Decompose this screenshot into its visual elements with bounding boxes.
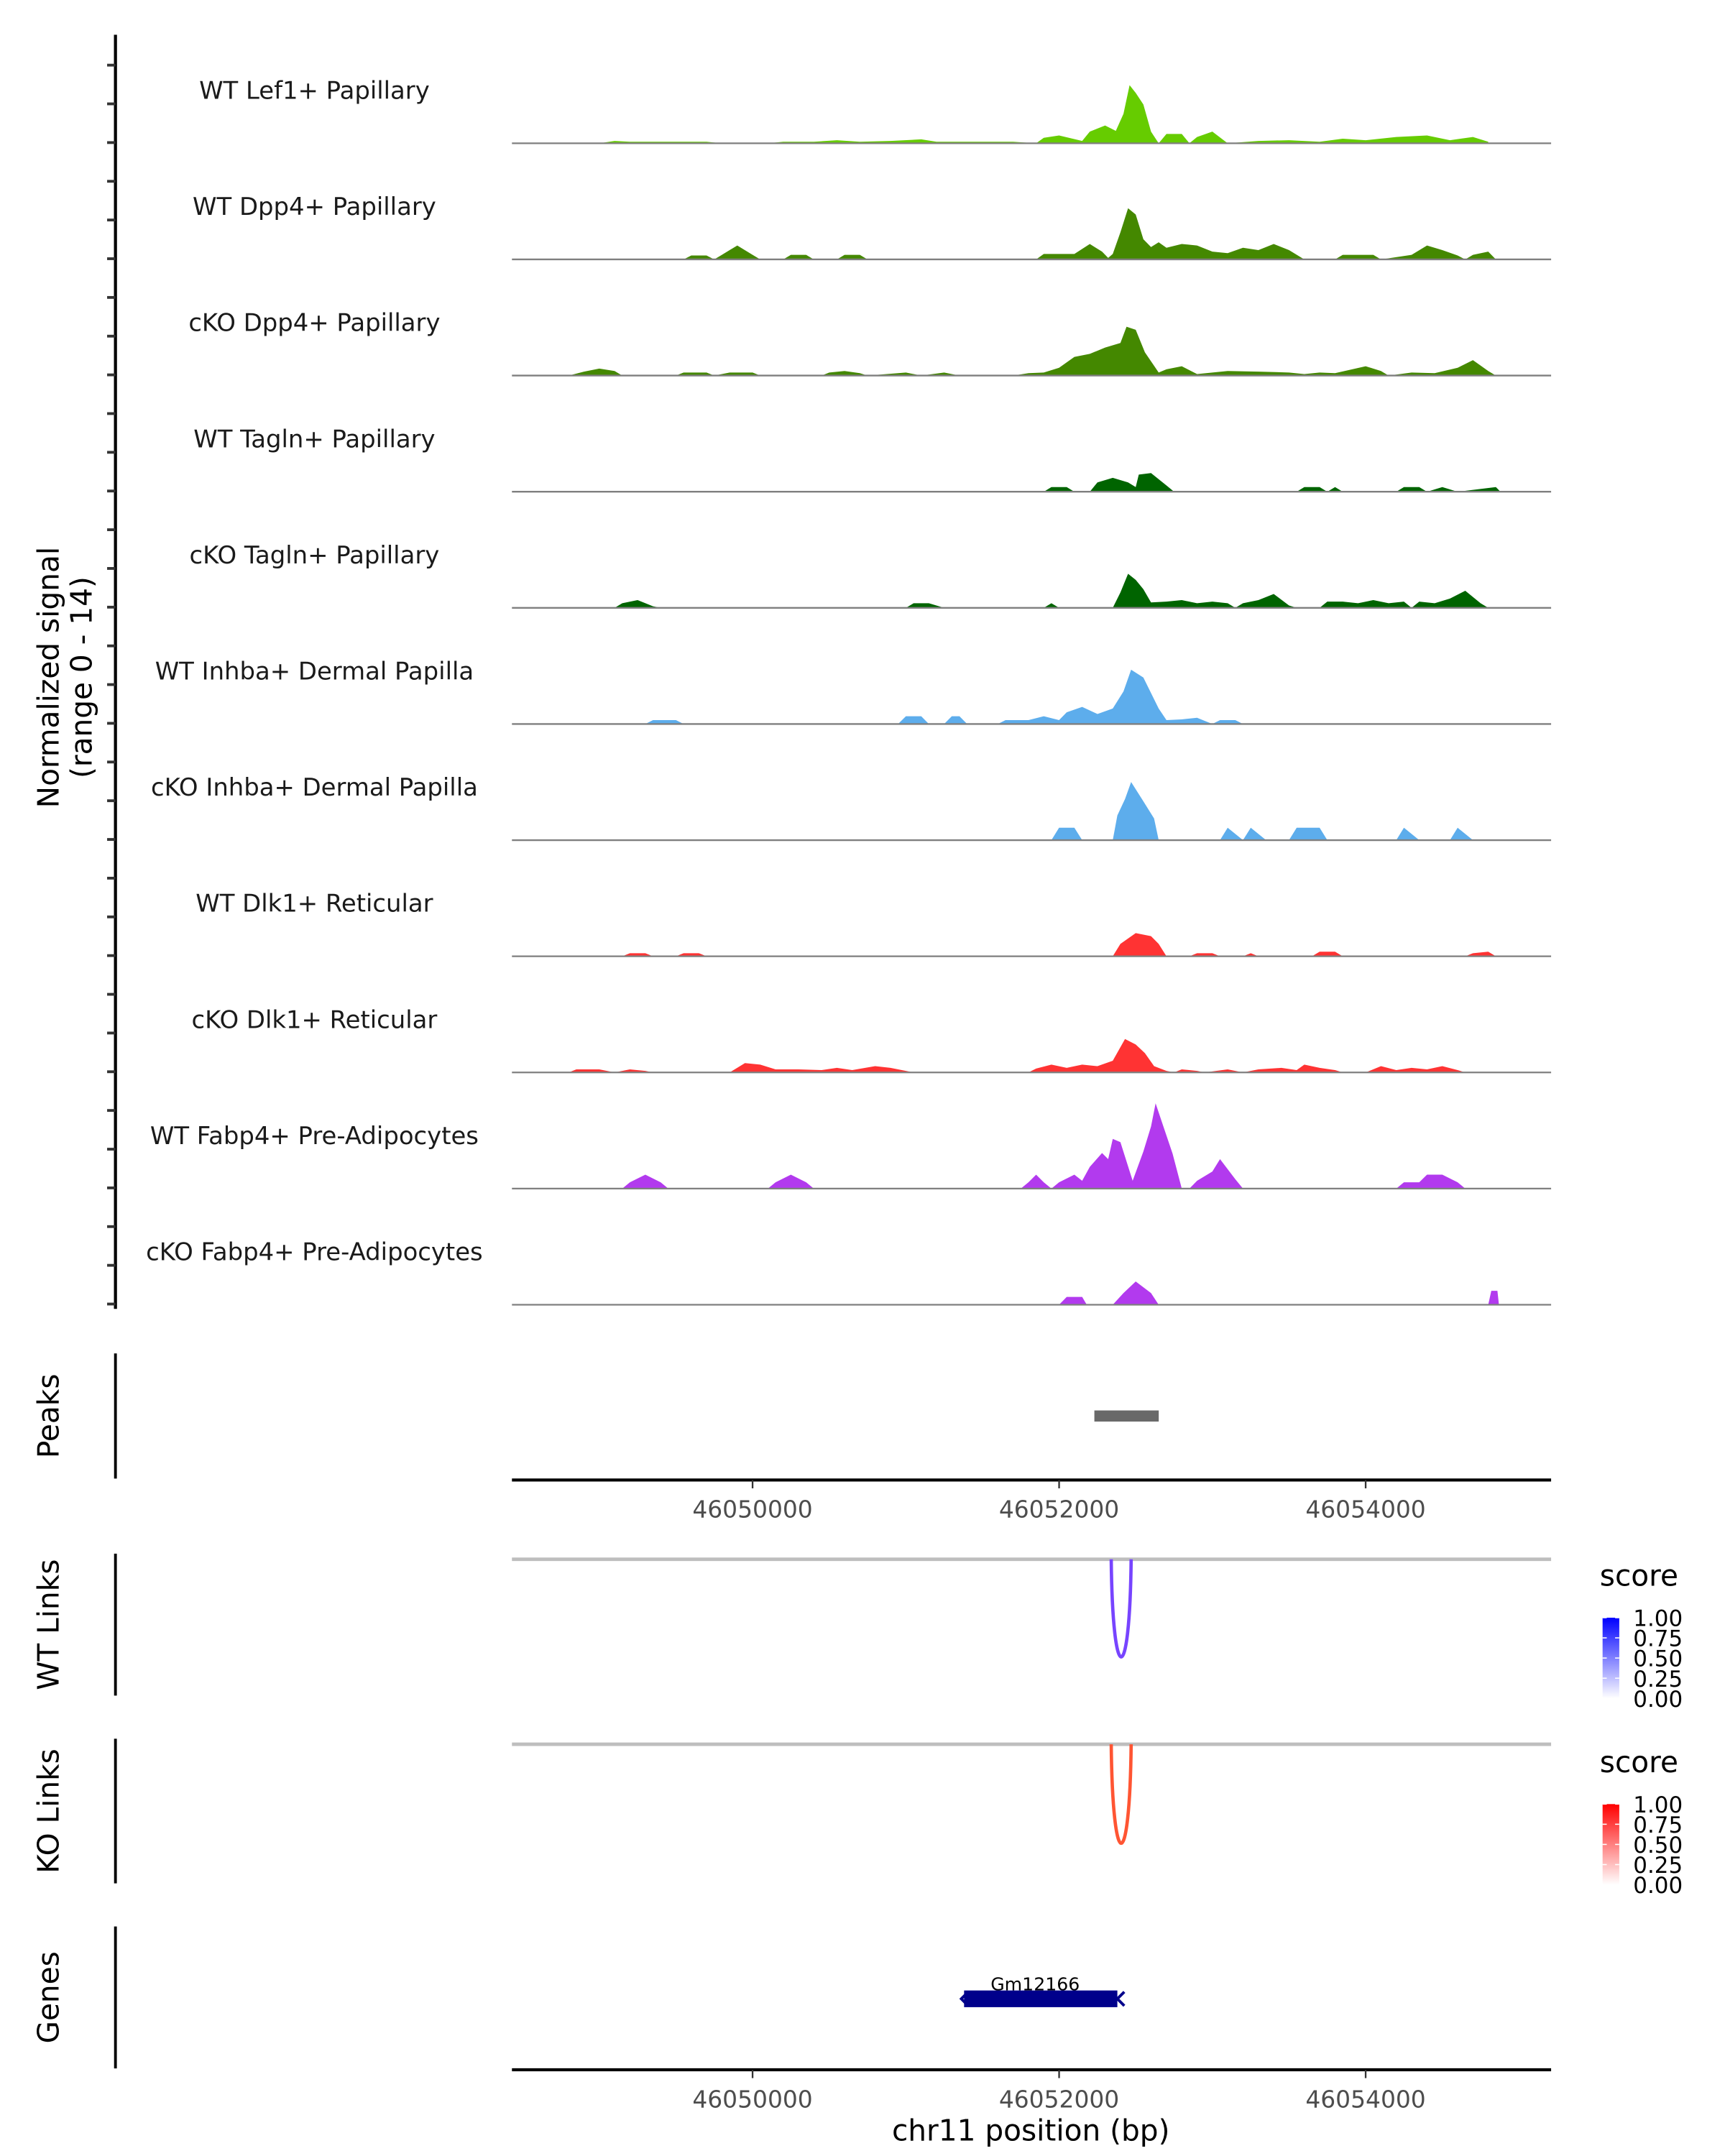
coverage-area — [684, 208, 1496, 259]
wt-links-track-title: WT Links — [31, 1560, 65, 1690]
x-tick-label: 46050000 — [692, 1496, 812, 1524]
wt-link-arc — [1109, 1559, 1133, 1659]
genes-track-title: Genes — [31, 1951, 65, 2043]
ko-score-legend: score 1.000.750.500.250.00 — [1600, 1745, 1683, 1899]
track-wt-lef1-papillary: WT Lef1+ Papillary — [199, 76, 1552, 144]
coverage-area — [1044, 473, 1501, 492]
coverage-area — [615, 573, 1489, 608]
y-axis-title-line2: (range 0 - 14) — [65, 576, 99, 778]
x-axis-top-ticks: 46050000 46052000 46054000 — [692, 1480, 1426, 1524]
legend-tick-label: 0.00 — [1633, 1687, 1683, 1713]
x-tick-label: 46054000 — [1305, 1496, 1425, 1524]
coverage-area — [1059, 1281, 1499, 1305]
x-tick-label: 46054000 — [1305, 2085, 1425, 2113]
coverage-area — [1051, 782, 1473, 841]
legend-tick-label: 0.00 — [1633, 1873, 1683, 1899]
legend-title: score — [1600, 1745, 1678, 1779]
legend-tick-label: 1.00 — [1633, 1606, 1683, 1632]
track-cko-dpp4-papillary: cKO Dpp4+ Papillary — [188, 309, 1552, 377]
y-axis-ticks — [107, 63, 116, 1306]
legend-title: score — [1600, 1558, 1678, 1593]
coverage-area — [569, 1038, 1466, 1073]
gene-strand-arrow — [959, 1994, 967, 2004]
track-wt-dpp4-papillary: WT Dpp4+ Papillary — [193, 193, 1552, 261]
legend-tick-label: 0.25 — [1633, 1853, 1683, 1879]
track-label: cKO Fabp4+ Pre-Adipocytes — [146, 1238, 483, 1266]
gene-strand-arrow — [1115, 1991, 1126, 2007]
track-label: WT Dpp4+ Papillary — [193, 193, 436, 221]
coverage-tracks: WT Lef1+ Papillary WT Dpp4+ Papillary cKO … — [146, 76, 1552, 1306]
x-axis-title: chr11 position (bp) — [892, 2114, 1169, 2148]
track-label: cKO Dlk1+ Reticular — [192, 1005, 438, 1033]
legend-tick-label: 0.75 — [1633, 1626, 1683, 1652]
track-label: cKO Inhba+ Dermal Papilla — [151, 773, 478, 801]
peaks-track-title: Peaks — [31, 1374, 65, 1459]
track-label: cKO Tagln+ Papillary — [190, 541, 440, 569]
coverage-area — [569, 326, 1496, 376]
y-axis-title-line1: Normalized signal — [31, 547, 65, 808]
track-label: WT Fabp4+ Pre-Adipocytes — [150, 1122, 479, 1150]
coverage-area — [622, 933, 1496, 957]
track-wt-tagln-papillary: WT Tagln+ Papillary — [193, 425, 1552, 493]
ko-links-track-title: KO Links — [31, 1749, 65, 1874]
legend-tick-label: 0.25 — [1633, 1667, 1683, 1692]
gene-body — [964, 1990, 1118, 2007]
coverage-area — [622, 1103, 1466, 1189]
track-cko-fabp4-pre-adipocytes: cKO Fabp4+ Pre-Adipocytes — [146, 1238, 1552, 1306]
peak-region — [1094, 1410, 1159, 1422]
track-label: WT Inhba+ Dermal Papilla — [155, 657, 474, 685]
x-tick-label: 46050000 — [692, 2085, 812, 2113]
legend-tick-label: 0.50 — [1633, 1833, 1683, 1858]
track-cko-tagln-papillary: cKO Tagln+ Papillary — [190, 541, 1552, 609]
legend-tick-label: 1.00 — [1633, 1792, 1683, 1818]
track-cko-inhba-dermal-papilla: cKO Inhba+ Dermal Papilla — [151, 773, 1552, 842]
peaks-layer — [1094, 1410, 1159, 1422]
ko-link-arc — [1109, 1744, 1133, 1846]
track-wt-inhba-dermal-papilla: WT Inhba+ Dermal Papilla — [155, 657, 1552, 725]
coverage-area — [645, 669, 1243, 724]
legend-tick-label: 0.75 — [1633, 1812, 1683, 1838]
track-wt-dlk1-reticular: WT Dlk1+ Reticular — [196, 890, 1552, 957]
track-wt-fabp4-pre-adipocytes: WT Fabp4+ Pre-Adipocytes — [150, 1103, 1552, 1190]
track-label: cKO Dpp4+ Papillary — [188, 309, 440, 337]
x-tick-label: 46052000 — [999, 2085, 1119, 2113]
x-axis-bottom-ticks: 46050000 46052000 46054000 — [692, 2070, 1426, 2113]
genes-layer: Gm12166 — [959, 1974, 1126, 2007]
track-label: WT Lef1+ Papillary — [199, 76, 430, 104]
legend-tick-label: 0.50 — [1633, 1646, 1683, 1672]
x-tick-label: 46052000 — [999, 1496, 1119, 1524]
coverage-area — [599, 85, 1489, 144]
track-label: WT Dlk1+ Reticular — [196, 890, 433, 918]
track-cko-dlk1-reticular: cKO Dlk1+ Reticular — [192, 1005, 1552, 1074]
wt-score-legend: score 1.000.750.500.250.00 — [1600, 1558, 1683, 1712]
track-label: WT Tagln+ Papillary — [193, 425, 435, 453]
